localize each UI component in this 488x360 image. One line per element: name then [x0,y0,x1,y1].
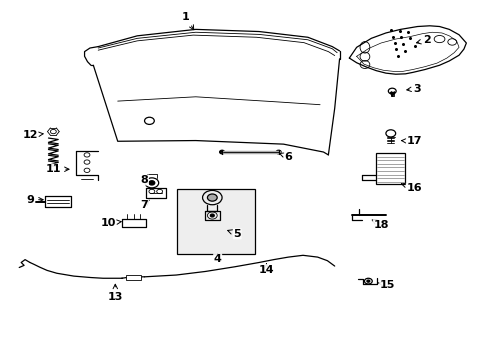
Text: 13: 13 [107,284,122,302]
Circle shape [219,150,224,154]
Text: 17: 17 [401,136,421,146]
Bar [375,153,405,184]
Text: 18: 18 [371,220,388,230]
Circle shape [366,280,369,282]
Text: 1: 1 [182,12,193,30]
Text: 9: 9 [26,195,43,205]
Text: 10: 10 [100,218,121,228]
Text: 5: 5 [227,229,241,239]
Text: 12: 12 [22,130,43,140]
Text: 15: 15 [378,280,394,290]
Bar [126,275,141,280]
Text: 16: 16 [401,183,421,193]
Text: 11: 11 [45,164,69,174]
Text: 8: 8 [141,175,149,185]
Circle shape [210,214,214,217]
Bar [177,189,255,253]
Text: 7: 7 [141,200,149,210]
Text: 14: 14 [258,264,274,275]
Text: 6: 6 [279,152,292,162]
Circle shape [149,181,155,185]
Text: 2: 2 [416,35,430,45]
Text: 3: 3 [406,84,421,94]
Text: 4: 4 [213,254,221,264]
Circle shape [276,150,281,154]
Circle shape [207,194,217,201]
